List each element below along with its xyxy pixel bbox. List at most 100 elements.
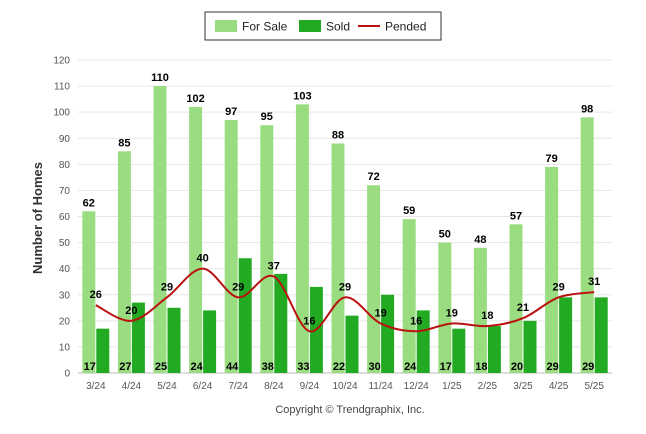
data-label-pended: 31 (588, 276, 600, 288)
x-tick-label: 10/24 (332, 381, 357, 392)
data-label-for-sale: 57 (510, 210, 522, 222)
y-axis-label: Number of Homes (30, 162, 45, 274)
data-label-for-sale: 59 (403, 205, 415, 217)
data-label-sold: 29 (582, 361, 594, 373)
data-label-sold: 29 (546, 361, 558, 373)
legend: For Sale Sold Pended (204, 11, 442, 41)
data-label-sold: 30 (368, 361, 380, 373)
y-tick-label: 110 (54, 82, 70, 93)
data-labels: 62 17 85 27 110 25 102 24 97 44 95 38 103 33 88 22 72 30 5… (83, 72, 601, 373)
x-tick-label: 6/24 (193, 381, 213, 392)
bar-for-sale (402, 219, 416, 373)
bar-for-sale (438, 242, 452, 373)
x-tick-label: 3/25 (513, 381, 533, 392)
data-label-sold: 25 (155, 361, 167, 373)
y-tick-label: 90 (59, 134, 71, 145)
bar-for-sale (224, 119, 238, 373)
data-label-for-sale: 103 (293, 90, 311, 102)
bar-sold (523, 320, 537, 373)
bar-for-sale (545, 166, 559, 373)
bar-for-sale (295, 104, 309, 373)
x-tick-label: 3/24 (86, 381, 106, 392)
data-label-sold: 33 (297, 361, 309, 373)
bar-sold (96, 328, 110, 373)
legend-box (204, 11, 442, 41)
data-label-sold: 27 (119, 361, 131, 373)
copyright-text: Copyright © Trendgraphix, Inc. (275, 404, 424, 416)
x-tick-label: 11/24 (368, 381, 393, 392)
y-axis: 0 10 20 30 40 50 60 70 80 90 100 110 120 (53, 56, 70, 380)
bar-sold (167, 307, 181, 373)
bar-sold (345, 315, 359, 373)
data-label-pended: 19 (446, 307, 458, 319)
bar-sold (274, 273, 288, 373)
y-tick-label: 120 (53, 56, 70, 67)
data-label-pended: 16 (303, 315, 315, 327)
y-tick-label: 100 (53, 108, 70, 119)
data-label-for-sale: 62 (83, 197, 95, 209)
y-tick-label: 30 (59, 290, 71, 301)
data-label-sold: 44 (226, 361, 239, 373)
bar-sold (487, 326, 501, 373)
legend-label: For Sale (242, 20, 288, 34)
data-label-sold: 18 (475, 361, 487, 373)
data-label-for-sale: 79 (545, 153, 557, 165)
data-label-pended: 29 (339, 281, 351, 293)
bar-for-sale (367, 185, 381, 373)
data-label-pended: 16 (410, 315, 422, 327)
bar-for-sale (331, 143, 345, 373)
x-tick-label: 8/24 (264, 381, 284, 392)
data-label-for-sale: 48 (474, 234, 486, 246)
x-tick-label: 5/24 (157, 381, 177, 392)
legend-swatch (299, 20, 321, 32)
y-tick-label: 0 (64, 369, 70, 380)
bar-sold (416, 310, 430, 373)
bar-sold (452, 328, 466, 373)
y-tick-label: 20 (59, 316, 71, 327)
y-tick-label: 80 (59, 160, 71, 171)
legend-swatch (215, 20, 237, 32)
data-label-sold: 24 (404, 361, 417, 373)
data-label-for-sale: 50 (439, 229, 451, 241)
x-tick-label: 5/25 (584, 381, 604, 392)
data-label-pended: 40 (196, 253, 208, 265)
bar-for-sale (580, 117, 594, 373)
data-label-sold: 22 (333, 361, 345, 373)
data-label-sold: 20 (511, 361, 523, 373)
data-label-for-sale: 98 (581, 103, 593, 115)
data-label-pended: 19 (374, 307, 386, 319)
data-label-for-sale: 97 (225, 106, 237, 118)
bar-for-sale (473, 247, 487, 373)
data-label-for-sale: 102 (186, 93, 204, 105)
x-tick-label: 4/25 (549, 381, 569, 392)
bar-for-sale (153, 86, 167, 373)
y-tick-label: 60 (59, 212, 71, 223)
data-label-pended: 29 (232, 281, 244, 293)
x-tick-label: 1/25 (442, 381, 462, 392)
legend-label: Sold (326, 20, 350, 34)
x-tick-label: 12/24 (404, 381, 429, 392)
bar-sold (594, 297, 608, 373)
data-label-pended: 18 (481, 310, 493, 322)
bar-sold (203, 310, 217, 373)
bar-sold (238, 258, 252, 373)
data-label-for-sale: 88 (332, 129, 344, 141)
legend-label: Pended (385, 20, 426, 34)
data-label-sold: 38 (262, 361, 274, 373)
bar-for-sale (117, 151, 131, 373)
data-label-for-sale: 85 (118, 137, 130, 149)
x-tick-label: 9/24 (300, 381, 320, 392)
data-label-pended: 29 (161, 281, 173, 293)
bar-for-sale (260, 125, 274, 373)
y-tick-label: 40 (59, 264, 71, 275)
data-label-sold: 17 (440, 361, 452, 373)
data-label-pended: 29 (552, 281, 564, 293)
x-axis: 3/24 4/24 5/24 6/24 7/24 8/24 9/24 10/24 11/24 12… (78, 372, 612, 392)
y-tick-label: 70 (59, 186, 71, 197)
bar-sold (559, 297, 573, 373)
y-tick-label: 10 (59, 342, 71, 353)
bars (82, 86, 608, 373)
bar-for-sale (82, 211, 96, 373)
